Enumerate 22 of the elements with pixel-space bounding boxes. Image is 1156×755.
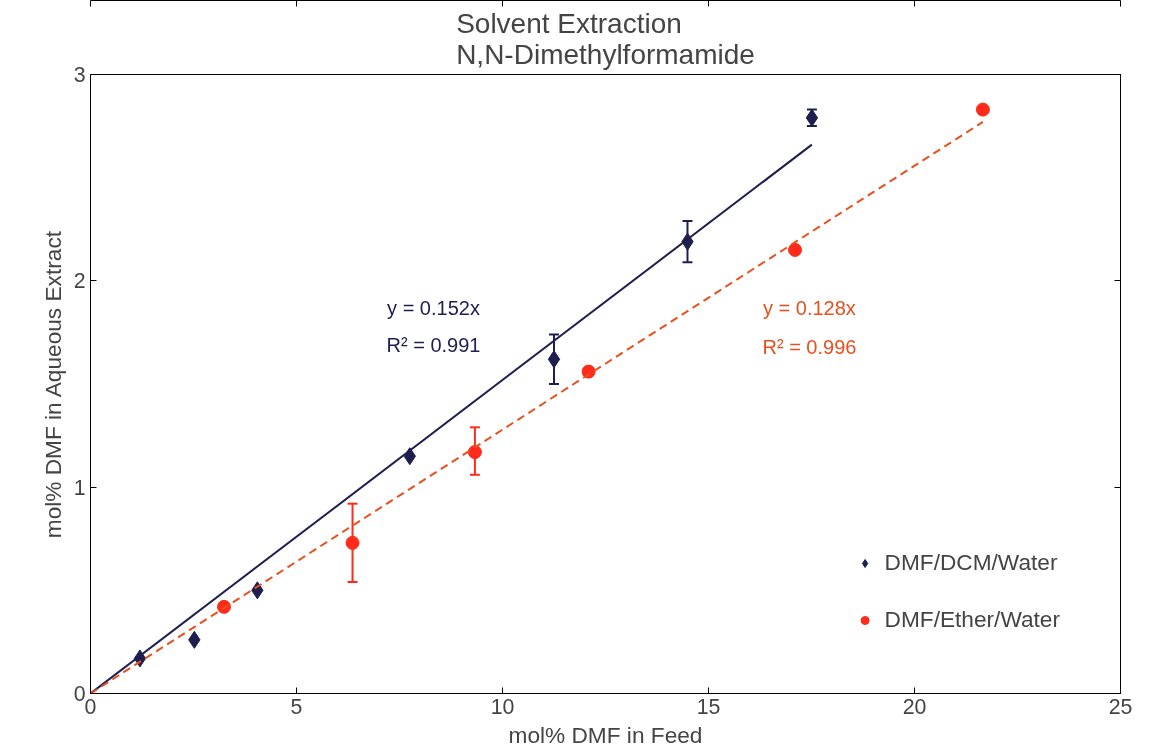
x-tick-label: 20 bbox=[902, 694, 927, 719]
point bbox=[345, 535, 360, 550]
y-tick-label: 1 bbox=[73, 475, 86, 500]
x-tick-label: 15 bbox=[696, 694, 721, 719]
annotation: R² = 0.991 bbox=[386, 334, 481, 356]
point bbox=[547, 350, 561, 369]
y-axis-title: mol% DMF in Aqueous Extract bbox=[39, 230, 66, 539]
x-tick-label: 10 bbox=[490, 694, 515, 719]
legend-label: DMF/Ether/Water bbox=[884, 606, 1060, 633]
annotation: y = 0.128x bbox=[763, 296, 856, 319]
legend-label: DMF/DCM/Water bbox=[884, 549, 1058, 576]
point bbox=[467, 445, 482, 460]
y-tick-label: 2 bbox=[73, 269, 86, 294]
annotation: R² = 0.996 bbox=[762, 335, 857, 358]
y-tick-label: 3 bbox=[73, 63, 86, 87]
x-tick-label: 25 bbox=[1108, 694, 1133, 719]
point bbox=[975, 102, 990, 117]
annotation: y = 0.152x bbox=[387, 296, 480, 319]
x-axis-title: mol% DMF in Feed bbox=[508, 721, 703, 748]
chart-title: Solvent Extraction N,N-Dimethylformamide bbox=[456, 7, 755, 70]
point bbox=[788, 242, 803, 257]
x-tick-label: 5 bbox=[290, 694, 303, 719]
